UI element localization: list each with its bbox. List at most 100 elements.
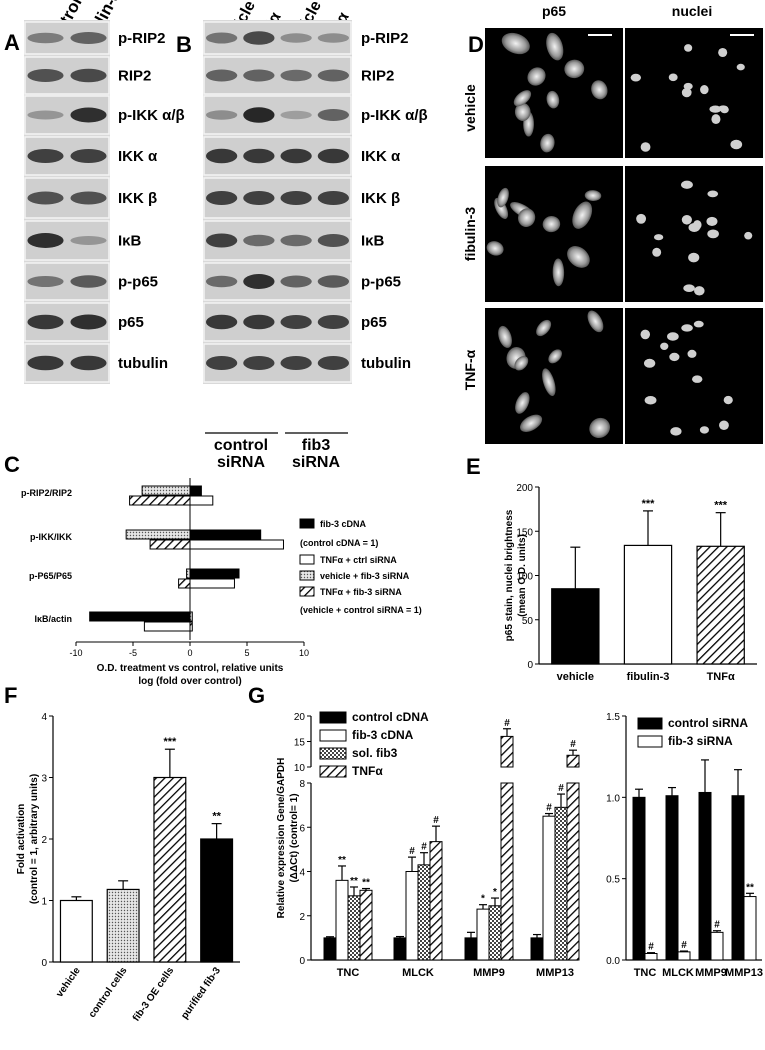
panel-g-left-bar	[542, 815, 556, 961]
panel-c-bar	[186, 568, 191, 579]
panel-b-band	[243, 314, 275, 330]
panel-e-significance: ***	[642, 498, 656, 510]
nucleus-spot	[669, 352, 680, 362]
panel-f-y-tick-label: 0	[41, 958, 47, 969]
panel-letter-e: E	[466, 454, 481, 479]
panel-b-band	[243, 69, 275, 82]
panel-g-left-category-label: TNC	[337, 967, 360, 979]
panel-g-left-y-tick-label: 6	[299, 823, 305, 834]
panel-d-col-nuclei: nuclei	[672, 3, 712, 19]
panel-c-legend-note-2: (vehicle + control siRNA = 1)	[300, 605, 422, 615]
nucleus-spot	[719, 420, 729, 430]
panel-e-y-tick-label: 0	[527, 660, 533, 671]
panel-letter-a: A	[4, 30, 20, 55]
panel-b-band	[280, 356, 312, 370]
panel-g-left-legend-label: fib-3 cDNA	[352, 728, 414, 742]
panel-b-row-label: IKK α	[361, 148, 401, 165]
panel-f-y-label-2: (control = 1, arbitrary units)	[29, 774, 40, 904]
panel-g-left-category-label: MLCK	[402, 967, 434, 979]
panel-b-band	[280, 33, 312, 43]
panel-g-left-legend-swatch	[319, 765, 347, 778]
panel-c-bar	[189, 568, 240, 579]
nucleus-spot	[694, 286, 705, 296]
panel-b-band	[243, 234, 275, 247]
nucleus-spot	[660, 342, 669, 350]
panel-g-left-significance: **	[338, 855, 346, 866]
panel-f-bar	[59, 899, 93, 963]
panel-c-bar	[189, 529, 262, 540]
panel-g-left-bar	[417, 864, 431, 961]
panel-g-left-bar	[530, 937, 544, 961]
panel-g-left-bar	[429, 841, 443, 961]
cell-shape	[548, 349, 562, 364]
panel-a-band	[27, 110, 64, 120]
panel-c-legend-note-1: (control cDNA = 1)	[300, 538, 378, 548]
panel-b-band	[280, 110, 312, 120]
nucleus-spot	[640, 142, 651, 152]
panel-a-band	[27, 69, 64, 82]
panel-g-right-category-label: TNC	[634, 967, 657, 979]
nucleus-spot	[707, 190, 719, 198]
cell-shape	[587, 310, 604, 333]
panel-c-chart: -10 -5 0 5 10 O.D. treatment vs control, rela…	[21, 478, 422, 687]
panel-a-band	[27, 233, 64, 248]
cell-shape	[514, 356, 529, 371]
panel-g-left-bar-upper	[500, 735, 514, 768]
cell-shape	[498, 325, 512, 348]
panel-b-row-label: IκB	[361, 233, 385, 250]
panel-g-right-y-tick-label: 1.5	[606, 712, 620, 723]
panel-f-category-label: vehicle	[54, 965, 83, 999]
panel-b-row-label: p-p65	[361, 274, 401, 291]
panel-c-bar	[189, 485, 202, 496]
cell-shape	[542, 368, 556, 396]
nucleus-spot	[684, 44, 693, 52]
panel-g-left-category-label: MMP9	[473, 967, 505, 979]
panel-c-x-tick-label: 5	[244, 648, 249, 658]
panel-f-y-tick-label: 1	[41, 897, 47, 908]
panel-a-band	[70, 32, 107, 44]
cell-shape	[572, 201, 593, 229]
panel-b-row-label: RIP2	[361, 68, 394, 85]
panel-d-row-fibulin3: fibulin-3	[462, 207, 478, 262]
panel-b-band	[205, 233, 238, 248]
panel-c-bar	[189, 495, 214, 506]
panel-e-y-label: p65 stain, nuclei brightness	[504, 509, 515, 641]
nucleus-spot	[707, 229, 719, 239]
nucleus-spot	[711, 114, 721, 125]
panel-g-right-bar	[665, 795, 679, 961]
nucleus-spot	[644, 396, 657, 405]
panel-g-left-y-tick-label: 0	[299, 956, 305, 967]
panel-g-left-legend-swatch	[319, 711, 347, 724]
panel-g-left-y-tick-label: 8	[299, 779, 305, 790]
panel-c-category-label: p-P65/P65	[29, 571, 72, 581]
panel-g-right-legend-label: fib-3 siRNA	[668, 734, 733, 748]
cell-shape	[584, 190, 602, 201]
panel-a-band	[70, 191, 107, 205]
panel-a-band	[70, 314, 107, 330]
panel-e-chart: 0 50 100 150 200 vehicle *** fibulin-3 *** TNFα p6…	[504, 483, 757, 683]
panel-e-significance: ***	[714, 500, 728, 512]
panel-g-left-bar	[323, 937, 337, 961]
panel-a-band	[70, 236, 107, 245]
cell-shape	[513, 90, 532, 107]
cell-shape	[536, 319, 552, 337]
panel-a-blots	[24, 20, 110, 384]
panel-letter-g: G	[248, 683, 265, 708]
panel-g-left-y-tick-label: 4	[299, 868, 305, 879]
panel-a-band	[27, 149, 64, 163]
nucleus-spot	[730, 139, 743, 150]
panel-b-band	[243, 356, 275, 370]
panel-c-x-label-2: log (fold over control)	[138, 676, 241, 687]
panel-b-band	[243, 191, 275, 205]
panel-g-left-significance: *	[481, 894, 485, 905]
panel-a-row-label: RIP2	[118, 68, 151, 85]
cell-shape	[518, 208, 536, 228]
panel-b-band	[317, 109, 350, 121]
panel-g-right-category-label: MLCK	[662, 967, 694, 979]
panel-g-right-y-tick-label: 1.0	[606, 793, 620, 804]
panel-c-bar	[189, 578, 235, 589]
panel-g-left-significance: #	[433, 815, 439, 826]
panel-b-band	[280, 191, 312, 205]
panel-e-category-label: vehicle	[557, 671, 594, 683]
